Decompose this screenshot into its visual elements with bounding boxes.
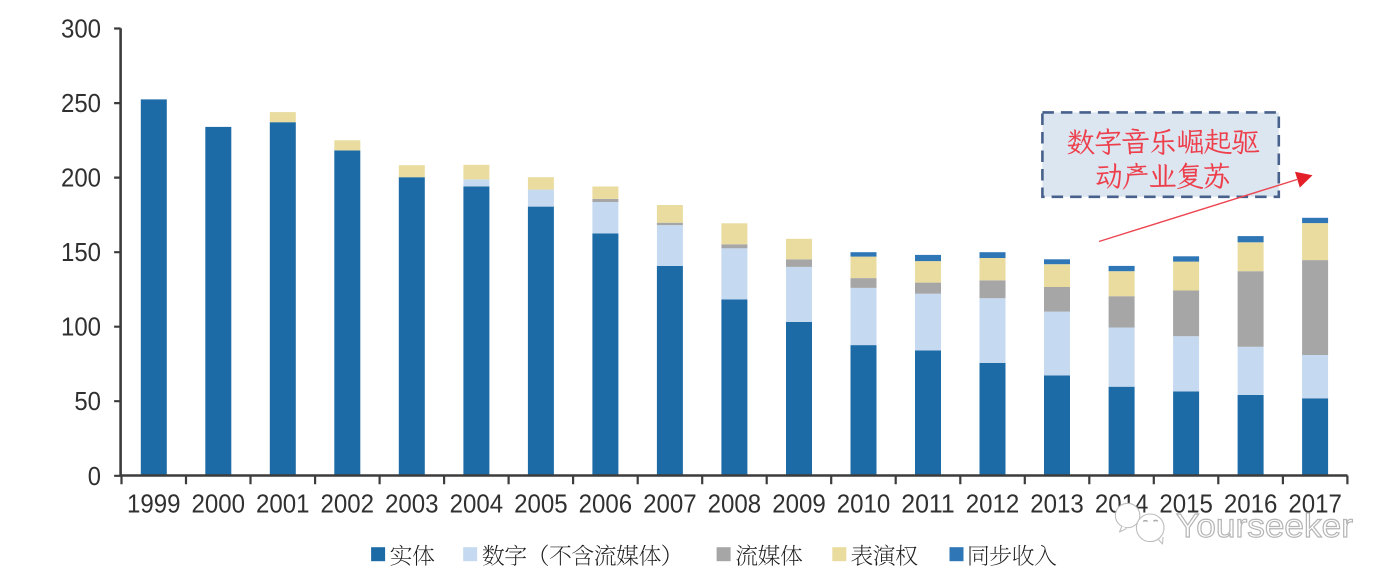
svg-text:200: 200 [61, 165, 101, 193]
svg-text:150: 150 [61, 239, 101, 267]
svg-text:2010: 2010 [837, 491, 891, 519]
svg-text:2017: 2017 [1288, 491, 1342, 519]
svg-text:2003: 2003 [385, 491, 439, 519]
svg-text:300: 300 [61, 16, 101, 44]
svg-text:2016: 2016 [1224, 491, 1278, 519]
svg-text:2006: 2006 [579, 491, 633, 519]
svg-text:2015: 2015 [1159, 491, 1213, 519]
svg-text:2007: 2007 [643, 491, 697, 519]
svg-text:2000: 2000 [192, 491, 246, 519]
svg-text:1999: 1999 [127, 491, 181, 519]
svg-text:2008: 2008 [708, 491, 762, 519]
svg-text:2009: 2009 [772, 491, 826, 519]
svg-text:2002: 2002 [321, 491, 375, 519]
svg-text:2013: 2013 [1030, 491, 1084, 519]
svg-text:100: 100 [61, 314, 101, 342]
svg-text:50: 50 [74, 388, 101, 416]
svg-text:250: 250 [61, 90, 101, 118]
svg-text:2004: 2004 [450, 491, 504, 519]
svg-text:2011: 2011 [901, 491, 955, 519]
svg-text:2001: 2001 [256, 491, 310, 519]
svg-text:2005: 2005 [514, 491, 568, 519]
svg-text:0: 0 [88, 463, 101, 491]
svg-text:2012: 2012 [966, 491, 1020, 519]
svg-text:Yourseeker: Yourseeker [1176, 507, 1353, 544]
